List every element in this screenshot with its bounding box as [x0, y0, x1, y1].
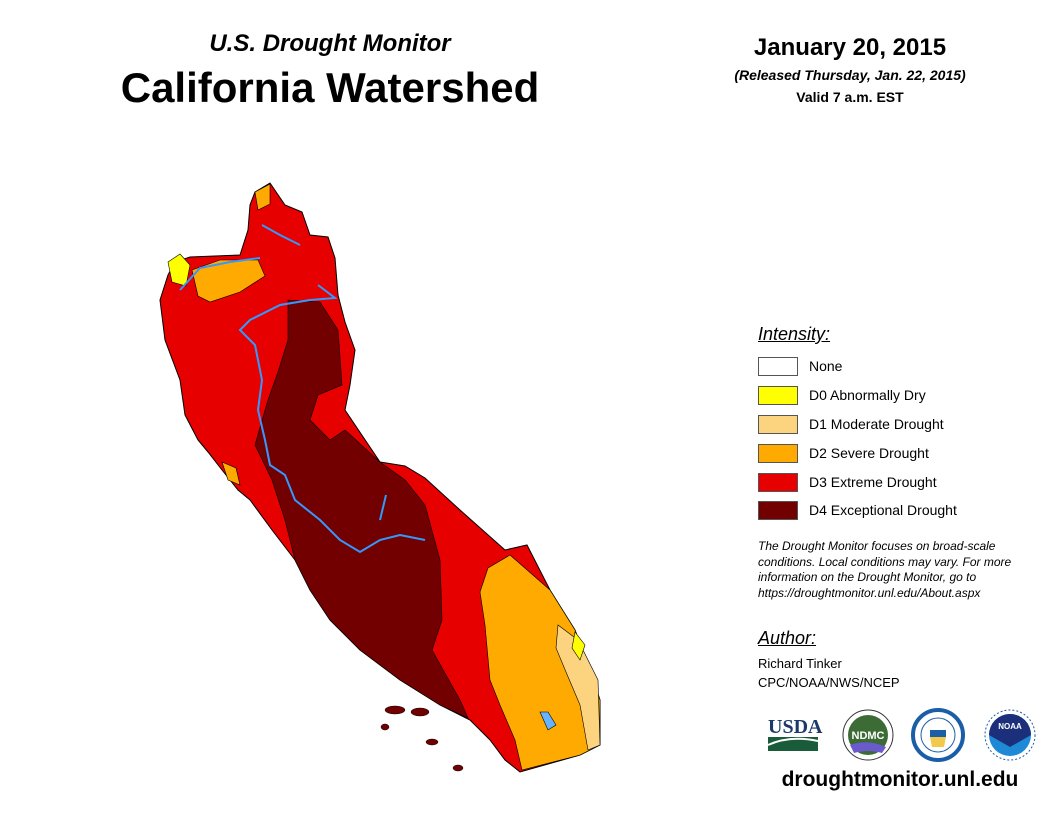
map-title: California Watershed	[120, 64, 540, 111]
partner-logos: USDA NDMC NOAA	[767, 708, 1036, 762]
legend-swatch	[758, 472, 798, 492]
river	[179, 224, 426, 554]
legend-label: D2 Severe Drought	[809, 445, 929, 461]
region-d0-southeast	[571, 631, 586, 661]
channel-islands	[380, 705, 464, 772]
legend-swatch	[758, 443, 798, 463]
release-date: (Released Thursday, Jan. 22, 2015)	[734, 67, 966, 83]
legend-item-d4: D4 Exceptional Drought	[758, 499, 957, 521]
legend-label: D4 Exceptional Drought	[809, 502, 957, 518]
legend-swatch	[758, 385, 798, 405]
legend-label: D3 Extreme Drought	[809, 474, 937, 490]
author-org: CPC/NOAA/NWS/NCEP	[758, 675, 900, 690]
region-d0-northwest	[167, 253, 191, 287]
region-d2-southeast	[479, 554, 601, 771]
map-date: January 20, 2015	[753, 34, 947, 61]
svg-text:NDMC: NDMC	[852, 730, 885, 742]
legend-label: D1 Moderate Drought	[809, 416, 944, 432]
legend-item-d0: D0 Abnormally Dry	[758, 384, 926, 406]
website-link[interactable]: droughtmonitor.unl.edu	[781, 768, 1019, 791]
ndmc-logo: NDMC	[842, 709, 894, 761]
commerce-logo	[911, 708, 965, 762]
legend-swatch	[758, 500, 798, 520]
legend-item-d3: D3 Extreme Drought	[758, 471, 937, 493]
legend-label: D0 Abnormally Dry	[809, 387, 926, 403]
region-d1-southeast	[555, 624, 601, 751]
legend-label: None	[809, 358, 843, 374]
lake	[539, 711, 557, 731]
region-d2-bay	[221, 461, 241, 486]
legend-item-d1: D1 Moderate Drought	[758, 413, 944, 435]
legend-swatch	[758, 356, 798, 376]
legend-item-d2: D2 Severe Drought	[758, 442, 929, 464]
region-d4	[254, 299, 469, 719]
region-d2-north	[191, 259, 266, 303]
legend-heading: Intensity:	[758, 324, 831, 344]
disclaimer-note: The Drought Monitor focuses on broad-sca…	[758, 539, 1012, 600]
legend-swatch	[758, 414, 798, 434]
usda-logo: USDA	[767, 716, 823, 751]
valid-time: Valid 7 a.m. EST	[796, 89, 904, 105]
author-name: Richard Tinker	[758, 656, 842, 671]
author-heading: Author:	[758, 628, 817, 648]
noaa-logo: NOAA	[984, 709, 1036, 761]
super-title: U.S. Drought Monitor	[209, 30, 451, 57]
svg-text:USDA: USDA	[768, 716, 823, 738]
legend-item-none: None	[758, 355, 842, 377]
region-d2-top	[254, 183, 271, 211]
svg-text:NOAA: NOAA	[998, 722, 1022, 731]
